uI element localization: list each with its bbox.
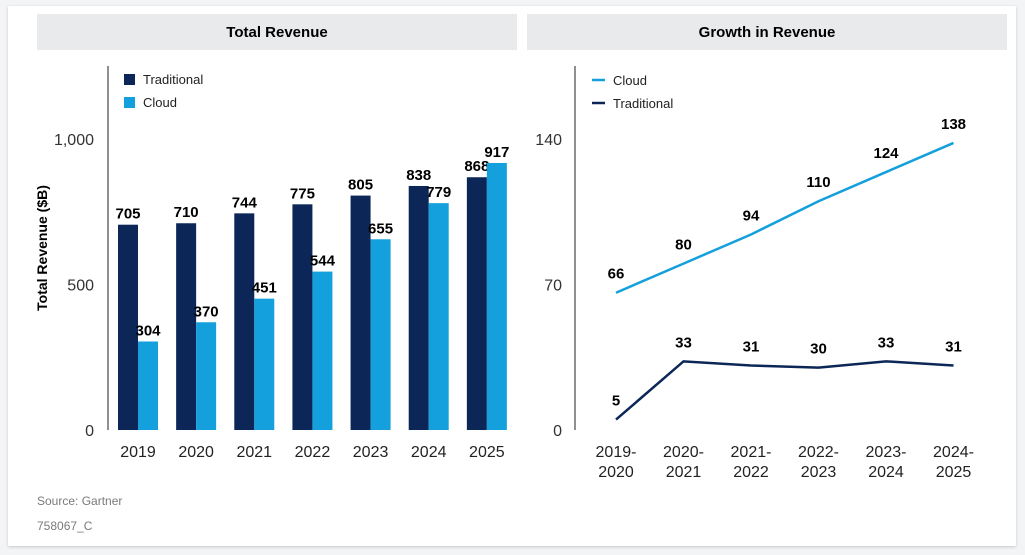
- bar-cloud-2019: [138, 341, 158, 430]
- chart-card: [8, 6, 1016, 546]
- bar-value-label: 868: [464, 158, 489, 175]
- line-x-tick-label: 2021-2022: [731, 444, 772, 481]
- line-value-label: 33: [675, 334, 692, 351]
- line-y-tick-label: 0: [553, 423, 562, 440]
- figure-code: 758067_C: [37, 519, 93, 533]
- bar-x-tick-label: 2023: [353, 444, 389, 461]
- bar-legend-swatch-traditional: [124, 74, 135, 85]
- bar-legend-label: Traditional: [143, 72, 203, 87]
- bar-cloud-2021: [254, 298, 275, 430]
- growth-revenue-line-chart: 0 70 140 2019-2020 2020-2021 2021-2022 2022-20…: [535, 66, 974, 481]
- line-value-label: 110: [806, 174, 830, 191]
- bar-value-label: 544: [310, 253, 336, 270]
- bar-value-label: 655: [368, 220, 393, 237]
- bar-traditional-2020: [176, 223, 197, 430]
- line-value-label: 66: [608, 266, 625, 283]
- line-legend-label: Traditional: [613, 96, 673, 111]
- line-x-tick-label: 2023-2024: [866, 444, 907, 481]
- bar-x-tick-label: 2021: [236, 444, 272, 461]
- bar-value-label: 838: [406, 167, 431, 184]
- total-revenue-header: Total Revenue: [37, 14, 517, 50]
- bar-x-tick-label: 2024: [411, 444, 447, 461]
- bar-cloud-2020: [196, 322, 217, 430]
- bar-x-tick-label: 2020: [178, 444, 214, 461]
- line-value-label: 31: [945, 339, 962, 356]
- bar-value-label: 370: [194, 303, 219, 320]
- line-x-tick-label: 2020-2021: [663, 444, 704, 481]
- bar-cloud-2022: [312, 271, 333, 430]
- bar-y-tick-label: 500: [67, 277, 94, 294]
- bar-x-tick-label: 2019: [120, 444, 156, 461]
- bar-cloud-2023: [370, 239, 391, 430]
- bar-value-label: 917: [484, 144, 509, 161]
- line-x-tick-label: 2019-2020: [596, 444, 637, 481]
- line-y-tick-label: 70: [544, 277, 562, 294]
- bar-value-label: 779: [426, 184, 451, 201]
- bar-x-tick-label: 2025: [469, 444, 505, 461]
- line-value-label: 33: [878, 334, 895, 351]
- bar-traditional-2022: [292, 204, 313, 430]
- bar-traditional-2021: [234, 213, 255, 430]
- bar-value-label: 775: [290, 185, 315, 202]
- bar-value-label: 805: [348, 177, 373, 194]
- bar-cloud-2025: [486, 162, 507, 430]
- bar-legend-swatch-cloud: [124, 97, 135, 108]
- bar-value-label: 304: [135, 322, 161, 339]
- line-x-tick-label: 2022-2023: [798, 444, 839, 481]
- line-value-label: 5: [612, 393, 620, 410]
- line-series-traditional: [615, 360, 954, 421]
- bar-value-label: 744: [232, 194, 258, 211]
- bar-y-tick-label: 0: [85, 423, 94, 440]
- line-value-label: 30: [810, 341, 827, 358]
- line-value-label: 94: [743, 207, 760, 224]
- line-value-label: 31: [743, 339, 760, 356]
- line-legend-label: Cloud: [613, 73, 647, 88]
- bar-legend-label: Cloud: [143, 95, 177, 110]
- line-y-tick-label: 140: [535, 132, 562, 149]
- line-series-cloud: [615, 141, 954, 294]
- bar-x-tick-label: 2022: [295, 444, 331, 461]
- bar-value-label: 705: [115, 206, 140, 223]
- bar-cloud-2024: [428, 203, 449, 430]
- line-value-label: 138: [941, 116, 966, 133]
- total-revenue-bar-chart: 0 500 1,000 Total Revenue ($B) 705 304 2019 710…: [34, 66, 509, 461]
- bar-traditional-2025: [466, 177, 487, 430]
- bar-traditional-2023: [350, 195, 371, 430]
- line-x-tick-label: 2024-2025: [933, 444, 974, 481]
- bar-traditional-2024: [408, 185, 429, 430]
- bar-traditional-2019: [118, 224, 138, 430]
- bar-value-label: 710: [174, 204, 199, 221]
- growth-revenue-header: Growth in Revenue: [527, 14, 1007, 50]
- bar-value-label: 451: [252, 280, 277, 297]
- line-value-label: 124: [873, 145, 899, 162]
- bar-y-axis-title: Total Revenue ($B): [34, 185, 50, 311]
- line-value-label: 80: [675, 237, 692, 254]
- source-note: Source: Gartner: [37, 494, 123, 508]
- bar-y-tick-label: 1,000: [54, 132, 94, 149]
